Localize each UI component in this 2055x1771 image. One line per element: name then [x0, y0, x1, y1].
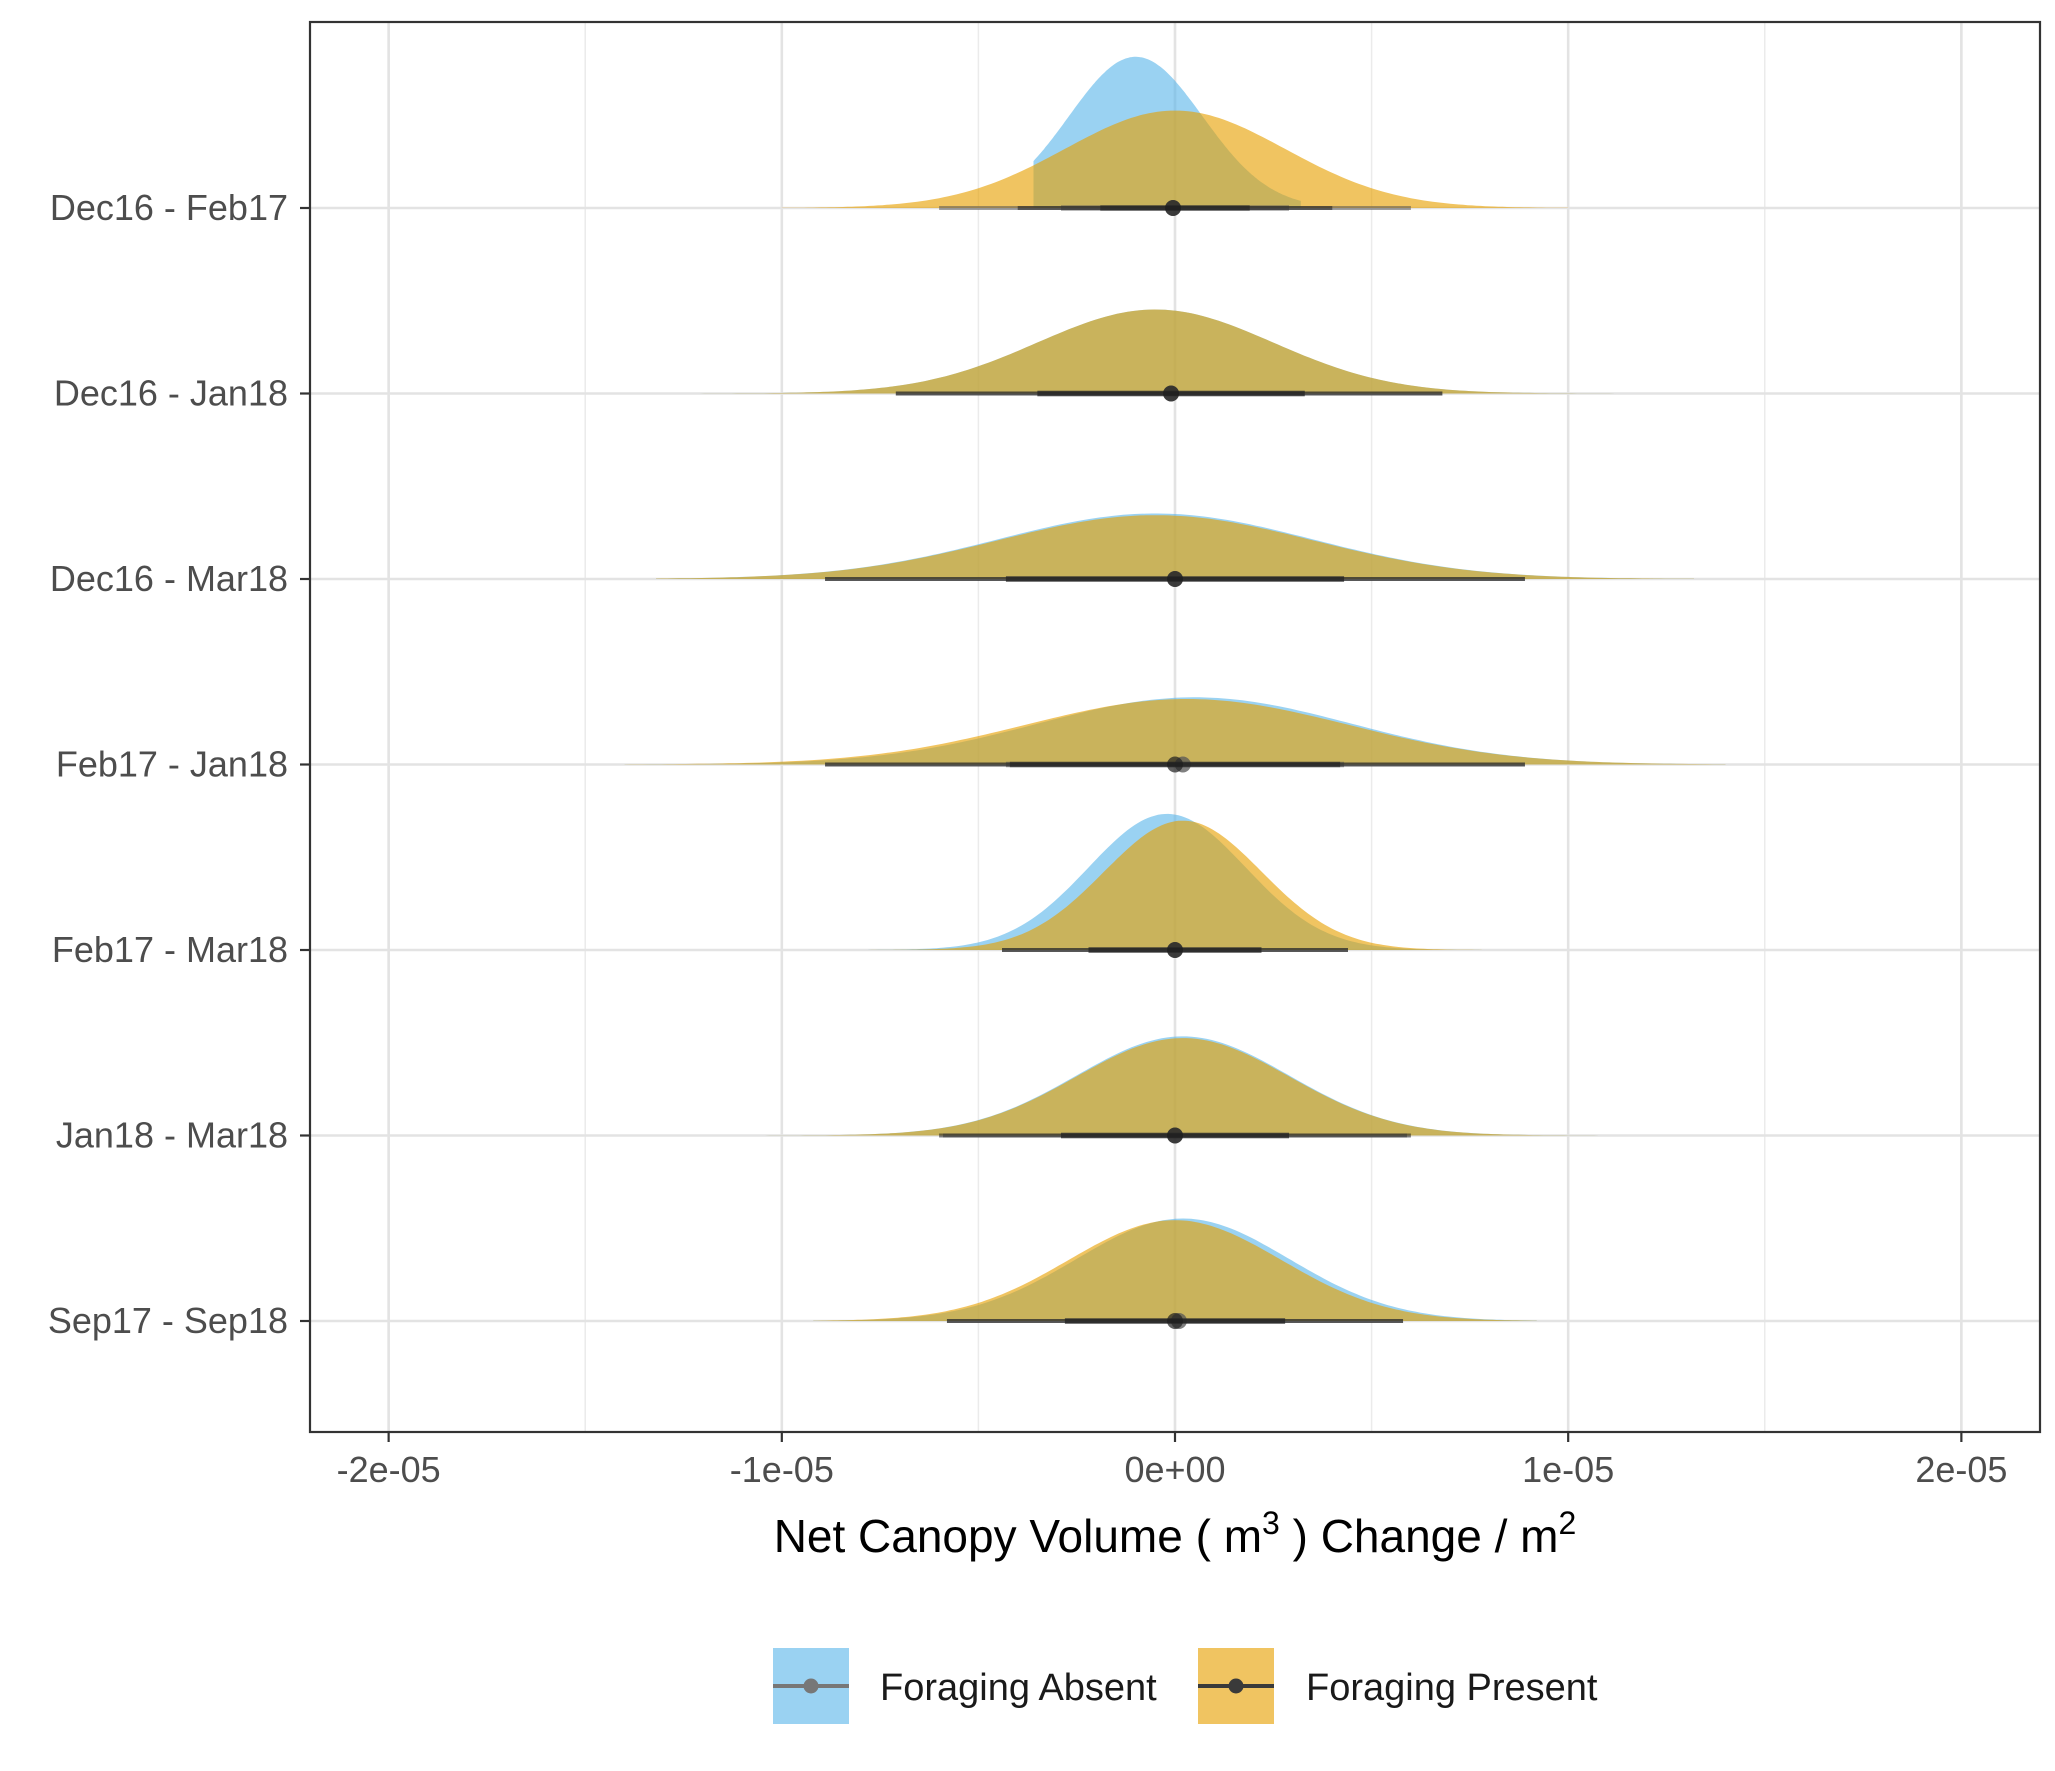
x-tick-label: 2e-05 [1915, 1449, 2007, 1490]
density-foraging-present [683, 309, 1647, 394]
y-tick-label: Jan18 - Mar18 [56, 1115, 288, 1156]
density-layer [624, 56, 1726, 1321]
point-estimate-foraging-present [1167, 942, 1183, 958]
point-estimate-foraging-present [1163, 385, 1180, 402]
legend-key-point-foraging-present [1228, 1678, 1244, 1694]
legend-label-foraging-absent: Foraging Absent [880, 1667, 1157, 1709]
y-tick-label: Sep17 - Sep18 [48, 1300, 288, 1341]
point-estimate-foraging-present [1167, 1313, 1183, 1329]
y-tick-label: Feb17 - Jan18 [56, 744, 288, 785]
x-axis-title-sup-2: 2 [1559, 1505, 1577, 1541]
x-axis-title-middle: ) Change / m [1280, 1510, 1559, 1562]
y-tick-label: Dec16 - Mar18 [50, 558, 288, 599]
density-foraging-present [624, 699, 1726, 765]
x-axis: -2e-05 -1e-05 0e+00 1e-05 2e-05 [337, 1432, 2007, 1490]
x-axis-title-prefix: Net Canopy Volume ( m [774, 1510, 1262, 1562]
density-foraging-present [868, 820, 1482, 950]
point-estimate-foraging-present [1167, 571, 1183, 587]
legend-key-point-foraging-absent [803, 1678, 819, 1694]
point-estimate-foraging-present [1167, 1127, 1183, 1144]
x-axis-title-sup-3: 3 [1262, 1505, 1280, 1541]
y-tick-label: Dec16 - Jan18 [54, 373, 288, 414]
x-tick-label: -1e-05 [730, 1449, 834, 1490]
y-tick-label: Dec16 - Feb17 [50, 187, 288, 228]
density-foraging-present [656, 515, 1694, 579]
y-tick-label: Feb17 - Mar18 [52, 929, 288, 970]
interval-layer [825, 200, 1525, 1329]
x-axis-title: Net Canopy Volume ( m3 ) Change / m2 [774, 1505, 1577, 1562]
x-tick-label: 0e+00 [1124, 1449, 1225, 1490]
point-estimate-foraging-present [1167, 756, 1183, 773]
density-foraging-present [813, 1220, 1537, 1321]
density-foraging-present [734, 1038, 1639, 1136]
x-tick-label: 1e-05 [1522, 1449, 1614, 1490]
density-foraging-present [781, 110, 1569, 208]
x-tick-label: -2e-05 [337, 1449, 441, 1490]
legend: Foraging Absent Foraging Present [773, 1648, 1598, 1724]
point-estimate-foraging-present [1165, 200, 1182, 216]
legend-label-foraging-present: Foraging Present [1306, 1667, 1598, 1709]
y-axis: Dec16 - Feb17 Dec16 - Jan18 Dec16 - Mar18 F… [48, 187, 310, 1341]
